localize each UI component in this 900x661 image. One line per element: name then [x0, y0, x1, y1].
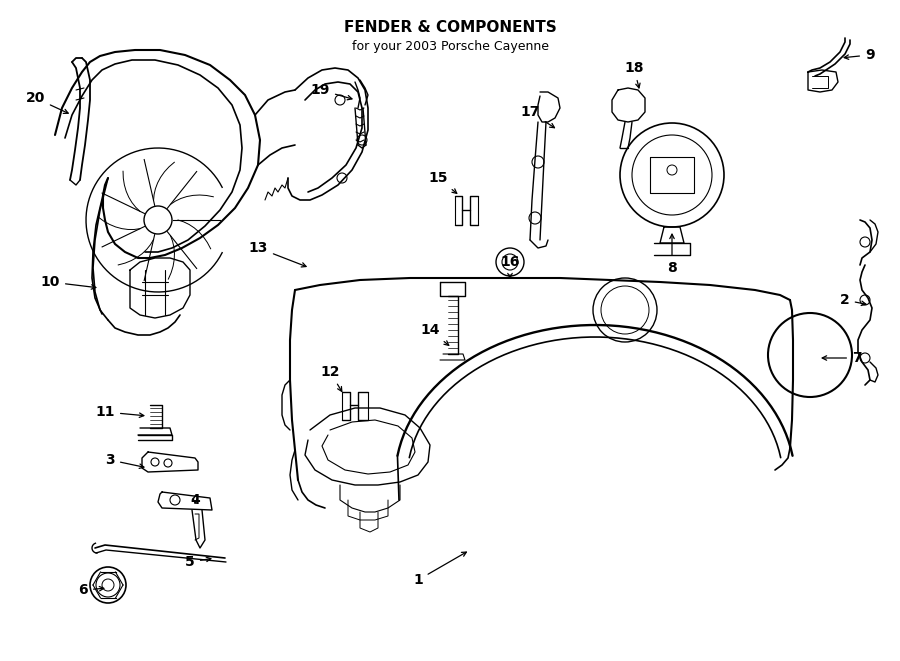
Text: 14: 14: [420, 323, 449, 345]
Text: 11: 11: [95, 405, 144, 419]
Text: 5: 5: [185, 555, 211, 569]
Text: 4: 4: [190, 493, 200, 507]
Text: 6: 6: [78, 583, 104, 597]
Text: 2: 2: [840, 293, 866, 307]
Text: 13: 13: [248, 241, 306, 267]
Text: 3: 3: [105, 453, 144, 469]
Text: FENDER & COMPONENTS: FENDER & COMPONENTS: [344, 20, 556, 35]
Text: 12: 12: [320, 365, 342, 391]
Text: 10: 10: [40, 275, 96, 289]
Text: 17: 17: [520, 105, 554, 128]
Text: 20: 20: [25, 91, 68, 114]
Text: 18: 18: [625, 61, 643, 88]
Text: 8: 8: [667, 234, 677, 275]
Text: 16: 16: [500, 255, 519, 278]
Text: 9: 9: [844, 48, 875, 62]
Text: for your 2003 Porsche Cayenne: for your 2003 Porsche Cayenne: [352, 40, 548, 53]
Text: 1: 1: [413, 552, 466, 587]
Text: 7: 7: [823, 351, 861, 365]
Text: 19: 19: [310, 83, 352, 100]
Text: 15: 15: [428, 171, 457, 194]
